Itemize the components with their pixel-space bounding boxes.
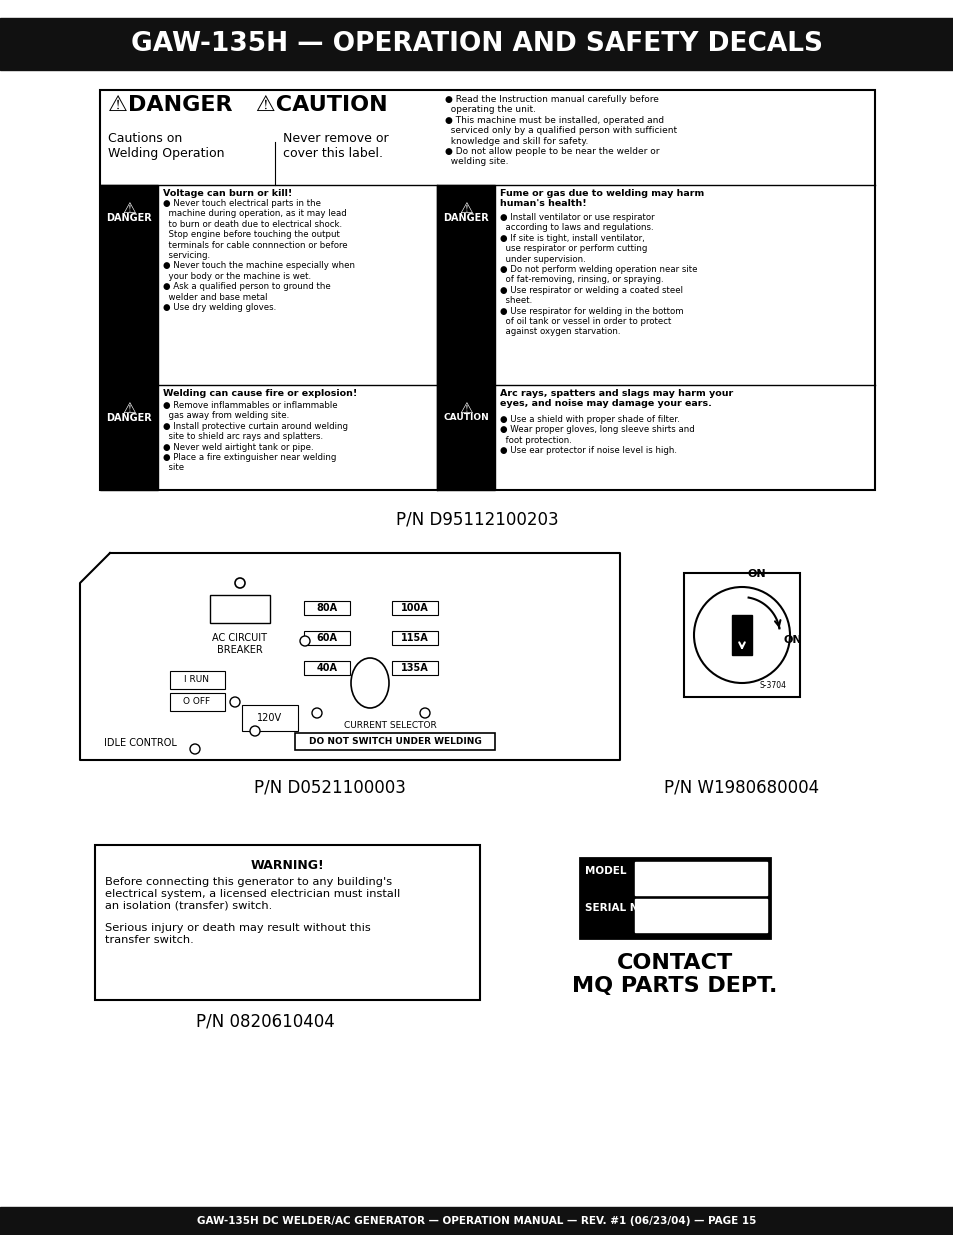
- Text: DANGER: DANGER: [106, 212, 152, 224]
- Bar: [0, 19, 953, 70]
- Bar: [635, 862, 766, 895]
- Text: ⚠: ⚠: [122, 201, 135, 216]
- Bar: [170, 693, 225, 711]
- Ellipse shape: [351, 658, 389, 708]
- Text: Before connecting this generator to any building's
electrical system, a licensed: Before connecting this generator to any …: [105, 877, 400, 945]
- Text: SERIAL NO.: SERIAL NO.: [584, 903, 650, 913]
- Text: AC CIRCUIT
BREAKER: AC CIRCUIT BREAKER: [213, 634, 267, 655]
- Bar: [436, 185, 495, 385]
- Text: 100A: 100A: [400, 603, 429, 613]
- Bar: [0, 1207, 953, 1235]
- Text: ● Install ventilator or use respirator
  according to laws and regulations.
● If: ● Install ventilator or use respirator a…: [499, 212, 697, 336]
- Text: P/N D0521100003: P/N D0521100003: [253, 778, 406, 797]
- Text: 135A: 135A: [400, 663, 429, 673]
- Text: ⚠: ⚠: [458, 401, 473, 416]
- Text: GAW-135H — OPERATION AND SAFETY DECALS: GAW-135H — OPERATION AND SAFETY DECALS: [131, 31, 822, 57]
- Text: ON: ON: [747, 569, 766, 579]
- Bar: [95, 845, 479, 1000]
- Text: WARNING!: WARNING!: [251, 860, 324, 872]
- Bar: [579, 858, 769, 939]
- Text: ⚠DANGER   ⚠CAUTION: ⚠DANGER ⚠CAUTION: [108, 95, 387, 115]
- Text: Cautions on
Welding Operation: Cautions on Welding Operation: [108, 132, 224, 161]
- Text: Fume or gas due to welding may harm
human's health!: Fume or gas due to welding may harm huma…: [499, 189, 703, 209]
- Text: P/N W1980680004: P/N W1980680004: [663, 778, 819, 797]
- Bar: [304, 601, 350, 615]
- Text: ● Use a shield with proper shade of filter.
● Wear proper gloves, long sleeve sh: ● Use a shield with proper shade of filt…: [499, 415, 694, 456]
- Bar: [304, 661, 350, 676]
- Bar: [635, 899, 766, 931]
- Text: GAW-135H DC WELDER/AC GENERATOR — OPERATION MANUAL — REV. #1 (06/23/04) — PAGE 1: GAW-135H DC WELDER/AC GENERATOR — OPERAT…: [197, 1216, 756, 1226]
- Polygon shape: [80, 553, 619, 760]
- Text: ⚠: ⚠: [458, 201, 473, 216]
- Text: 40A: 40A: [316, 663, 337, 673]
- Circle shape: [190, 743, 200, 755]
- Circle shape: [693, 587, 789, 683]
- Bar: [170, 671, 225, 689]
- Text: Voltage can burn or kill!: Voltage can burn or kill!: [163, 189, 292, 198]
- Text: MODEL: MODEL: [584, 866, 626, 876]
- Text: I RUN: I RUN: [184, 676, 210, 684]
- Text: Welding can cause fire or explosion!: Welding can cause fire or explosion!: [163, 389, 356, 398]
- Text: 120V: 120V: [257, 713, 282, 722]
- Text: 115A: 115A: [400, 634, 429, 643]
- Text: CURRENT SELECTOR: CURRENT SELECTOR: [343, 721, 436, 730]
- Bar: [392, 601, 437, 615]
- Text: O OFF: O OFF: [183, 698, 211, 706]
- Text: DO NOT SWITCH UNDER WELDING: DO NOT SWITCH UNDER WELDING: [309, 737, 481, 746]
- Bar: [242, 705, 297, 731]
- Bar: [100, 185, 158, 385]
- Text: ON: ON: [783, 635, 801, 645]
- Bar: [294, 734, 495, 750]
- Bar: [392, 631, 437, 645]
- Text: 60A: 60A: [316, 634, 337, 643]
- Bar: [100, 90, 874, 490]
- Text: P/N 0820610404: P/N 0820610404: [195, 1011, 334, 1030]
- Circle shape: [419, 708, 430, 718]
- Circle shape: [312, 708, 322, 718]
- Bar: [683, 573, 800, 697]
- Bar: [210, 595, 270, 622]
- Text: CAUTION: CAUTION: [442, 412, 488, 422]
- Text: S-3704: S-3704: [760, 680, 786, 690]
- Text: ● Read the Instruction manual carefully before
  operating the unit.
● This mach: ● Read the Instruction manual carefully …: [444, 95, 677, 167]
- Text: CONTACT
MQ PARTS DEPT.: CONTACT MQ PARTS DEPT.: [572, 953, 777, 997]
- Circle shape: [230, 697, 240, 706]
- Bar: [392, 661, 437, 676]
- Text: P/N D95112100203: P/N D95112100203: [395, 510, 558, 529]
- Text: Arc rays, spatters and slags may harm your
eyes, and noise may damage your ears.: Arc rays, spatters and slags may harm yo…: [499, 389, 733, 409]
- Text: DANGER: DANGER: [106, 412, 152, 424]
- Circle shape: [299, 636, 310, 646]
- Circle shape: [250, 726, 260, 736]
- Text: 80A: 80A: [316, 603, 337, 613]
- Text: ⚠: ⚠: [122, 401, 135, 416]
- Text: DANGER: DANGER: [442, 212, 488, 224]
- Bar: [100, 385, 158, 490]
- Text: ● Remove inflammables or inflammable
  gas away from welding site.
● Install pro: ● Remove inflammables or inflammable gas…: [163, 401, 348, 473]
- Text: Never remove or
cover this label.: Never remove or cover this label.: [283, 132, 388, 161]
- Bar: [731, 615, 751, 655]
- Text: ● Never touch electrical parts in the
  machine during operation, as it may lead: ● Never touch electrical parts in the ma…: [163, 199, 355, 312]
- Bar: [436, 385, 495, 490]
- Bar: [304, 631, 350, 645]
- Circle shape: [234, 578, 245, 588]
- Text: IDLE CONTROL: IDLE CONTROL: [104, 739, 176, 748]
